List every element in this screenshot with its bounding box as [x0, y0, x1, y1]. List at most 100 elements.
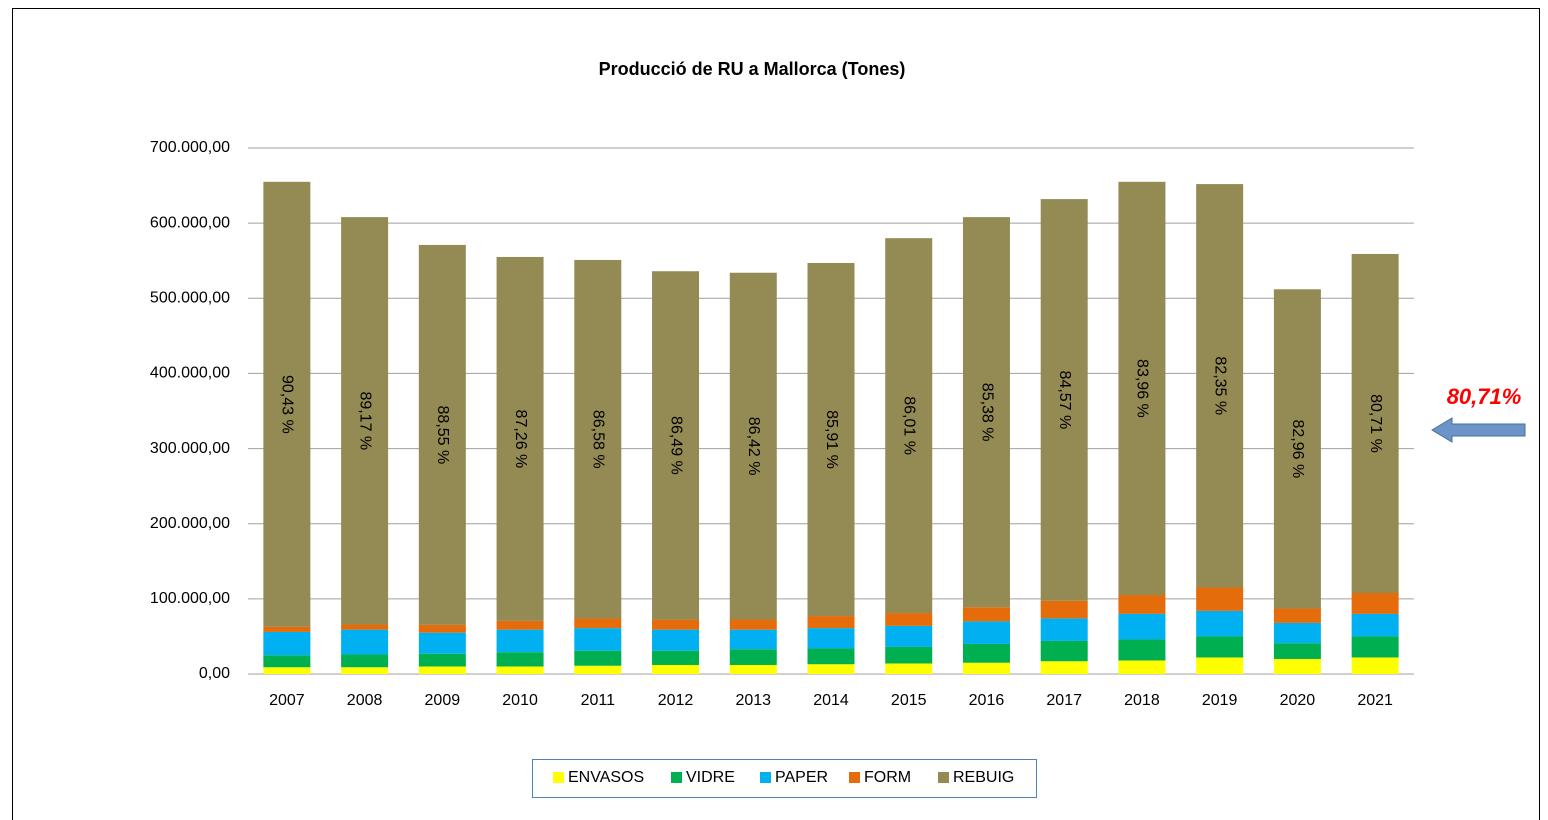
bar-segment	[574, 650, 622, 666]
bar-segment	[574, 618, 622, 629]
x-tick-label: 2013	[735, 692, 771, 709]
share-label: 86,42 %	[745, 417, 762, 476]
bar-segment	[1273, 608, 1321, 623]
share-label: 87,26 %	[512, 410, 529, 469]
share-label: 88,55 %	[434, 406, 451, 465]
legend-label: ENVASOS	[568, 769, 644, 786]
legend-label: FORM	[864, 769, 911, 786]
bar-segment	[496, 629, 544, 653]
bar-segment	[885, 663, 933, 674]
x-tick-label: 2016	[969, 692, 1005, 709]
bar-segment	[418, 653, 466, 667]
bar-segment	[729, 272, 777, 620]
bar-segment	[418, 666, 466, 674]
bar-segment	[1040, 618, 1088, 641]
share-label: 86,01 %	[900, 396, 917, 455]
bar-segment	[652, 271, 700, 620]
bar-segment	[418, 632, 466, 654]
legend-swatch	[553, 772, 564, 783]
x-tick-label: 2009	[425, 692, 461, 709]
bar-segment	[263, 626, 311, 632]
arrow	[1431, 417, 1526, 443]
bar-segment	[1196, 636, 1244, 658]
bar-segment	[1196, 587, 1244, 611]
bar-segment	[1351, 592, 1399, 614]
bar-segment	[652, 619, 700, 630]
y-tick-label: 500.000,00	[150, 290, 230, 307]
x-tick-label: 2008	[347, 692, 383, 709]
bar-segment	[1351, 613, 1399, 637]
bar-segment	[341, 667, 389, 674]
legend-swatch	[849, 772, 860, 783]
x-tick-label: 2012	[658, 692, 694, 709]
bar-segment	[962, 607, 1010, 622]
chart-frame	[12, 8, 1540, 820]
bar-segment	[1118, 613, 1166, 640]
bar-segment	[652, 650, 700, 665]
legend-label: REBUIG	[953, 769, 1014, 786]
bar-segment	[962, 217, 1010, 608]
y-tick-label: 600.000,00	[150, 214, 230, 231]
share-label: 86,58 %	[590, 410, 607, 469]
bar-segment	[962, 662, 1010, 674]
bar-segment	[1273, 289, 1321, 609]
bar-segment	[263, 181, 311, 627]
bar-segment	[1196, 610, 1244, 637]
y-tick-label: 700.000,00	[150, 139, 230, 156]
bar-segment	[1351, 253, 1399, 593]
bar-segment	[962, 643, 1010, 663]
share-label: 90,43 %	[279, 375, 296, 434]
x-tick-label: 2015	[891, 692, 927, 709]
annotation: 80,71%	[1447, 384, 1522, 409]
bar-segment	[418, 244, 466, 625]
bar-segment	[1351, 636, 1399, 658]
bar-segment	[263, 631, 311, 656]
bar-segment	[1273, 622, 1321, 644]
y-tick-label: 200.000,00	[150, 515, 230, 532]
bar-segment	[1118, 660, 1166, 674]
bar-segment	[263, 655, 311, 668]
bar-segment	[885, 646, 933, 664]
bar-segment	[1196, 657, 1244, 674]
bar-segment	[729, 664, 777, 674]
bar-segment	[1196, 184, 1244, 588]
x-tick-label: 2020	[1280, 692, 1316, 709]
bar-segment	[496, 666, 544, 674]
legend-swatch	[671, 772, 682, 783]
share-label: 86,49 %	[667, 416, 684, 475]
y-tick-label: 0,00	[199, 665, 230, 682]
bar-segment	[729, 629, 777, 650]
x-tick-label: 2018	[1124, 692, 1160, 709]
bar-segment	[652, 664, 700, 674]
share-label: 80,71 %	[1367, 394, 1384, 453]
share-label: 82,35 %	[1211, 356, 1228, 415]
bar-segment	[807, 262, 855, 617]
legend-swatch	[760, 772, 771, 783]
share-label: 85,91 %	[823, 410, 840, 469]
bar-segment	[496, 652, 544, 667]
x-tick-label: 2011	[581, 692, 616, 709]
bar-segment	[1040, 640, 1088, 662]
x-tick-label: 2017	[1046, 692, 1082, 709]
bar-segment	[807, 648, 855, 665]
bar-segment	[1040, 600, 1088, 619]
bar-segment	[341, 217, 389, 625]
x-tick-label: 2014	[813, 692, 849, 709]
bar-segment	[807, 616, 855, 629]
bar-segment	[341, 654, 389, 668]
bar-segment	[1118, 595, 1166, 614]
bar-segment	[574, 665, 622, 674]
bar-segment	[574, 628, 622, 651]
bar-segment	[1273, 658, 1321, 674]
bar-segment	[885, 613, 933, 626]
legend-swatch	[938, 772, 949, 783]
bar-segment	[807, 664, 855, 674]
bar-segment	[418, 624, 466, 633]
bar-segment	[496, 256, 544, 621]
bar-segment	[263, 667, 311, 674]
bar-segment	[1273, 643, 1321, 659]
x-tick-label: 2007	[269, 692, 305, 709]
bar-segment	[341, 624, 389, 630]
